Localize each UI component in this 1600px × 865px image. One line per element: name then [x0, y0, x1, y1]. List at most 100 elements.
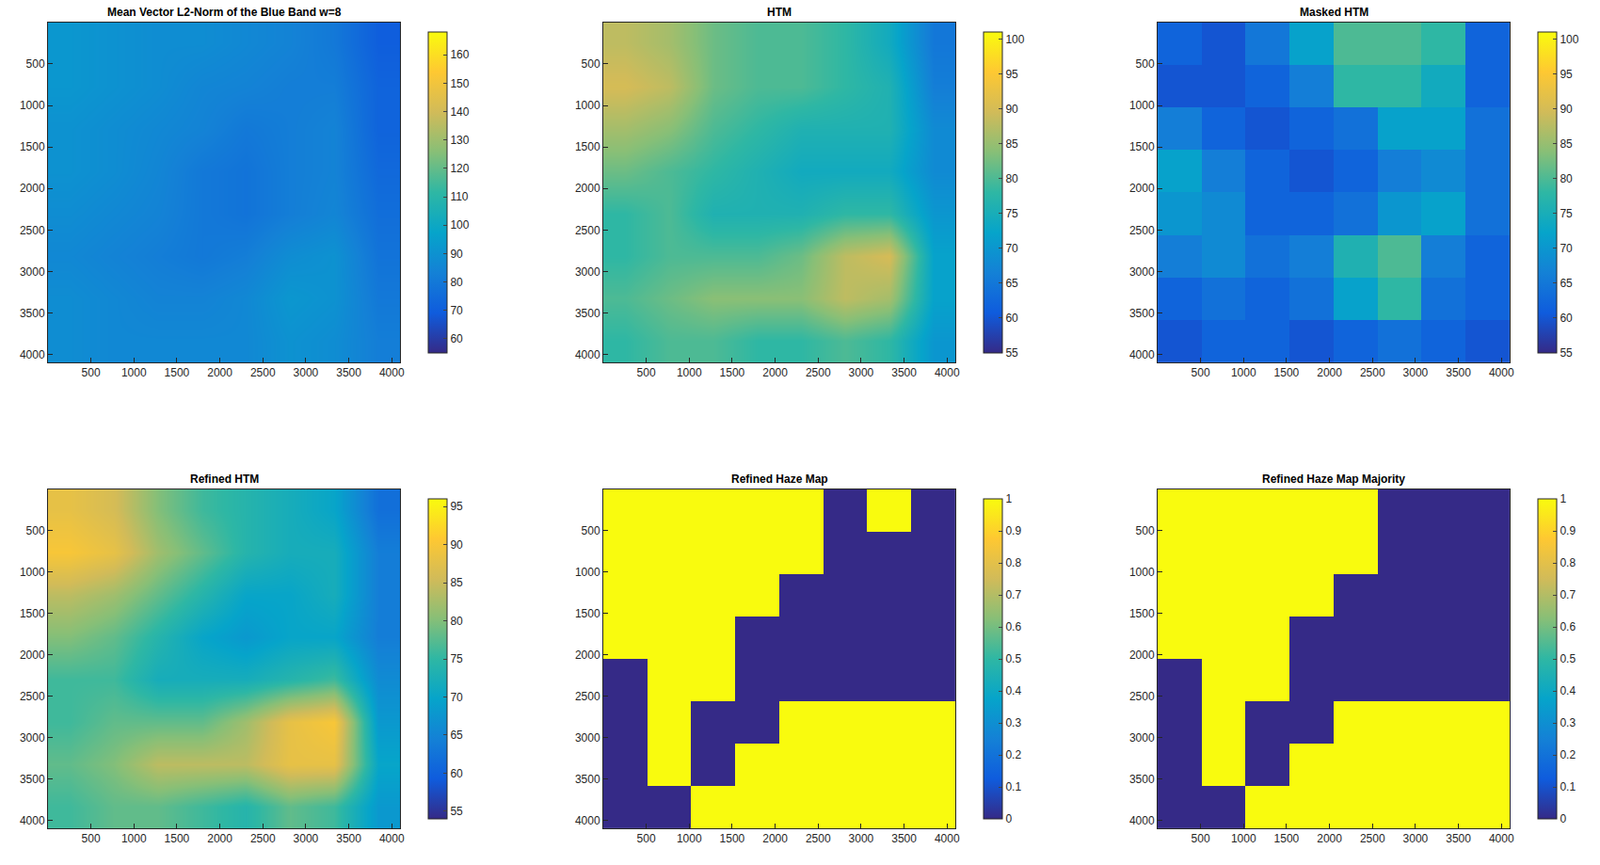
svg-text:1000: 1000 — [575, 565, 601, 579]
svg-text:2500: 2500 — [19, 224, 46, 238]
svg-text:60: 60 — [1005, 311, 1019, 325]
svg-text:Mean Vector L2-Norm of the Blu: Mean Vector L2-Norm of the Blue Band w=8 — [107, 5, 342, 19]
svg-text:3000: 3000 — [1129, 731, 1155, 745]
svg-text:0.9: 0.9 — [1005, 524, 1022, 538]
svg-text:500: 500 — [1136, 524, 1155, 538]
svg-text:4000: 4000 — [934, 832, 960, 846]
svg-text:2000: 2000 — [762, 832, 788, 846]
svg-text:85: 85 — [449, 576, 464, 590]
svg-text:1500: 1500 — [19, 140, 46, 154]
svg-text:60: 60 — [1559, 311, 1573, 325]
svg-text:2500: 2500 — [1360, 366, 1386, 380]
svg-text:1: 1 — [1005, 492, 1012, 506]
svg-text:1500: 1500 — [575, 607, 601, 621]
svg-text:130: 130 — [449, 133, 469, 147]
svg-text:4000: 4000 — [379, 366, 405, 380]
svg-text:0.6: 0.6 — [1559, 620, 1576, 634]
svg-text:500: 500 — [581, 524, 601, 538]
svg-text:65: 65 — [1005, 276, 1019, 290]
svg-text:100: 100 — [1005, 32, 1024, 47]
svg-text:0.1: 0.1 — [1005, 780, 1022, 794]
svg-text:90: 90 — [1559, 102, 1573, 116]
svg-text:500: 500 — [637, 366, 656, 380]
svg-text:160: 160 — [449, 48, 469, 62]
svg-text:0.5: 0.5 — [1559, 652, 1576, 666]
svg-text:3000: 3000 — [1403, 832, 1429, 846]
svg-text:3000: 3000 — [1129, 265, 1155, 279]
svg-text:500: 500 — [81, 366, 101, 380]
svg-text:0.8: 0.8 — [1005, 556, 1022, 570]
svg-text:1000: 1000 — [1129, 565, 1155, 579]
svg-text:3500: 3500 — [19, 772, 46, 786]
svg-text:2500: 2500 — [250, 366, 276, 380]
svg-text:65: 65 — [449, 728, 464, 742]
svg-text:Refined HTM: Refined HTM — [190, 472, 259, 486]
svg-text:3000: 3000 — [293, 832, 320, 846]
svg-text:90: 90 — [449, 247, 464, 261]
svg-text:Refined Haze Map Majority: Refined Haze Map Majority — [1262, 472, 1406, 486]
svg-text:2000: 2000 — [207, 832, 233, 846]
svg-text:120: 120 — [449, 161, 469, 176]
svg-text:90: 90 — [449, 538, 464, 552]
svg-text:1000: 1000 — [1231, 366, 1257, 380]
svg-text:100: 100 — [449, 218, 469, 232]
svg-text:0.5: 0.5 — [1005, 652, 1022, 666]
svg-text:70: 70 — [449, 690, 464, 704]
svg-text:70: 70 — [1559, 241, 1573, 256]
svg-text:110: 110 — [449, 190, 468, 204]
svg-text:3500: 3500 — [336, 832, 362, 846]
svg-text:2500: 2500 — [575, 689, 601, 704]
svg-text:0.2: 0.2 — [1005, 748, 1022, 762]
svg-text:1500: 1500 — [164, 832, 191, 846]
svg-text:140: 140 — [449, 105, 469, 119]
svg-text:4000: 4000 — [379, 832, 405, 846]
svg-text:2000: 2000 — [207, 366, 233, 380]
svg-text:0: 0 — [1559, 812, 1567, 826]
svg-text:3500: 3500 — [575, 306, 601, 320]
svg-text:3500: 3500 — [1445, 366, 1472, 380]
svg-text:Refined Haze Map: Refined Haze Map — [731, 472, 829, 486]
svg-text:500: 500 — [637, 832, 656, 846]
svg-text:500: 500 — [581, 57, 601, 71]
svg-text:1000: 1000 — [676, 832, 703, 846]
svg-text:500: 500 — [26, 524, 46, 538]
svg-text:4000: 4000 — [19, 348, 46, 362]
svg-text:2000: 2000 — [575, 181, 601, 195]
svg-text:2500: 2500 — [1360, 832, 1386, 846]
svg-text:1500: 1500 — [1274, 832, 1300, 846]
svg-text:4000: 4000 — [1488, 366, 1515, 380]
svg-text:4000: 4000 — [575, 348, 601, 362]
svg-text:3000: 3000 — [575, 731, 601, 745]
svg-text:70: 70 — [449, 304, 464, 318]
svg-text:3000: 3000 — [848, 366, 875, 380]
svg-text:85: 85 — [1559, 137, 1573, 151]
svg-text:2500: 2500 — [1129, 224, 1155, 238]
svg-text:95: 95 — [1005, 67, 1019, 81]
svg-text:4000: 4000 — [1129, 348, 1155, 362]
svg-text:2000: 2000 — [1129, 648, 1155, 662]
svg-text:80: 80 — [449, 275, 464, 289]
svg-text:85: 85 — [1005, 137, 1019, 151]
svg-text:2500: 2500 — [19, 689, 46, 704]
svg-text:75: 75 — [1559, 207, 1573, 221]
svg-text:0.3: 0.3 — [1559, 716, 1576, 730]
svg-text:3500: 3500 — [891, 832, 917, 846]
svg-text:2000: 2000 — [1129, 181, 1155, 195]
svg-text:3500: 3500 — [336, 366, 362, 380]
svg-text:2500: 2500 — [575, 224, 601, 238]
svg-text:1500: 1500 — [19, 607, 46, 621]
svg-text:1500: 1500 — [575, 140, 601, 154]
svg-text:0.6: 0.6 — [1005, 620, 1022, 634]
svg-text:4000: 4000 — [19, 814, 46, 828]
svg-text:3000: 3000 — [848, 832, 875, 846]
svg-text:100: 100 — [1559, 32, 1579, 47]
svg-text:4000: 4000 — [1129, 814, 1155, 828]
svg-text:0.9: 0.9 — [1559, 524, 1576, 538]
svg-text:0.8: 0.8 — [1559, 556, 1576, 570]
svg-text:0.4: 0.4 — [1005, 684, 1022, 698]
svg-text:60: 60 — [449, 332, 464, 346]
svg-text:1500: 1500 — [164, 366, 191, 380]
svg-text:1000: 1000 — [676, 366, 703, 380]
svg-text:70: 70 — [1005, 241, 1019, 256]
svg-text:0.1: 0.1 — [1559, 780, 1576, 794]
